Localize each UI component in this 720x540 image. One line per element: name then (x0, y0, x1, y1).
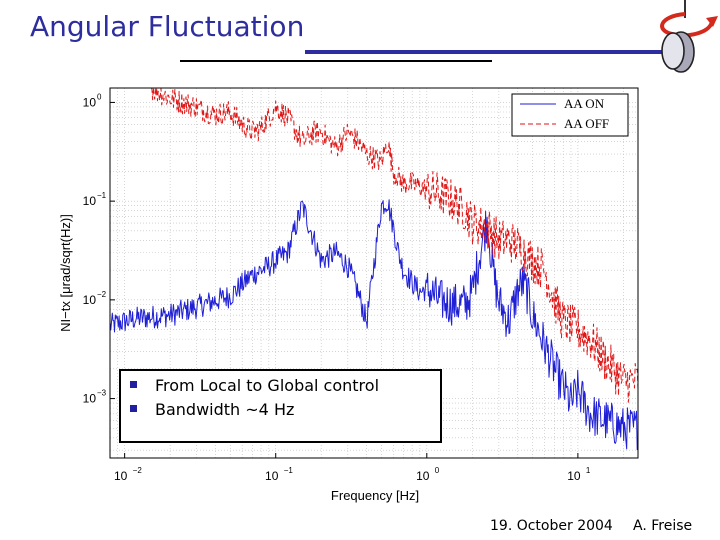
note-box-frame (119, 369, 442, 443)
y-tick-exponent: −2 (97, 290, 107, 299)
x-tick-label: 10 (114, 469, 128, 483)
note-bullet-1: From Local to Global control (155, 376, 379, 395)
note-box: From Local to Global control Bandwidth ~… (119, 369, 442, 443)
mirror-rotation-graphic (660, 0, 718, 73)
bullet-square-icon (130, 405, 137, 412)
x-axis-label: Frequency [Hz] (331, 488, 419, 503)
x-tick-exponent: 0 (435, 466, 440, 475)
y-tick-exponent: 0 (97, 92, 102, 101)
x-axis-ticks: 10 −2 10 −1 10 0 10 1 (114, 453, 591, 483)
y-tick-exponent: −3 (97, 389, 107, 398)
x-tick-exponent: 1 (586, 466, 591, 475)
y-tick-label: 10 (83, 392, 97, 406)
x-tick-label: 10 (567, 469, 581, 483)
y-tick-label: 10 (83, 95, 97, 109)
x-tick-exponent: −2 (133, 466, 143, 475)
title-underline-secondary (180, 60, 492, 62)
series-line-aa-on (109, 199, 639, 451)
x-tick-label: 10 (416, 469, 430, 483)
title-underline (305, 50, 670, 54)
slide-title: Angular Fluctuation (30, 10, 305, 43)
bullet-square-icon (130, 381, 137, 388)
x-tick-exponent: −1 (284, 466, 294, 475)
mirror-icon (661, 31, 695, 73)
legend-label-aa-on: AA ON (564, 96, 605, 111)
y-tick-exponent: −1 (97, 191, 107, 200)
plot-area-frame (109, 87, 639, 459)
footer-author: A. Freise (633, 518, 693, 534)
rotation-arrowhead-icon (706, 16, 718, 27)
chart-series (109, 87, 639, 451)
x-tick-label: 10 (265, 469, 279, 483)
y-tick-label: 10 (83, 194, 97, 208)
y-axis-label: NI−tx [μrad/sqrt(Hz)] (58, 214, 73, 332)
series-line-aa-off (151, 87, 639, 403)
legend-box (511, 93, 629, 137)
footer-date: 19. October 2004 (490, 518, 613, 534)
chart-legend: AA ON AA OFF (511, 93, 629, 137)
legend-label-aa-off: AA OFF (564, 116, 609, 131)
note-bullet-2: Bandwidth ~4 Hz (155, 400, 294, 419)
y-tick-label: 10 (83, 293, 97, 307)
